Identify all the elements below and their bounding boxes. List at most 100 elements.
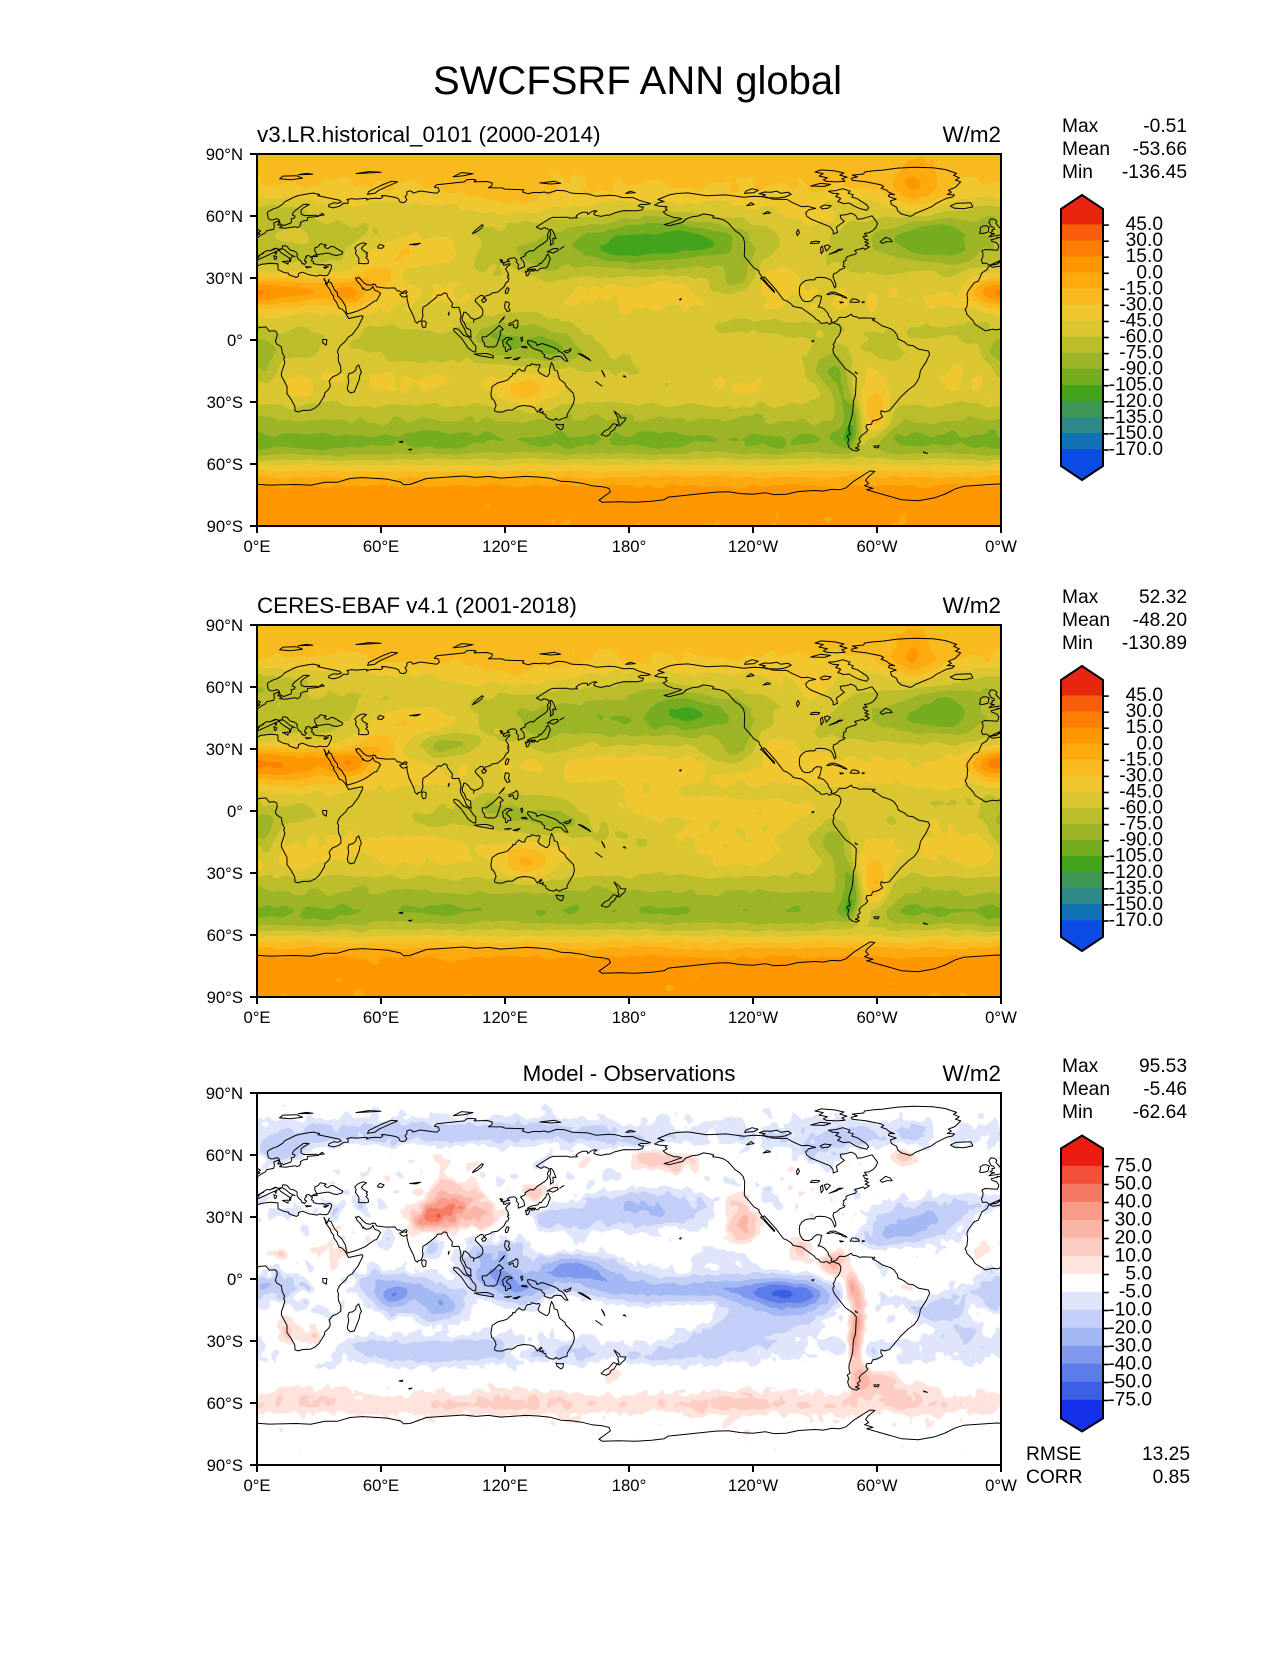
svg-text:30.0: 30.0 xyxy=(1115,1209,1152,1230)
svg-text:-75.0: -75.0 xyxy=(1119,343,1163,364)
svg-text:60°E: 60°E xyxy=(363,537,399,556)
svg-text:-105.0: -105.0 xyxy=(1109,846,1163,867)
svg-text:Mean: Mean xyxy=(1062,610,1110,631)
svg-text:-90.0: -90.0 xyxy=(1119,830,1163,851)
svg-text:60°W: 60°W xyxy=(857,1008,898,1027)
svg-text:-15.0: -15.0 xyxy=(1119,278,1163,299)
svg-text:75.0: 75.0 xyxy=(1115,1155,1152,1176)
svg-text:-130.89: -130.89 xyxy=(1122,633,1187,654)
svg-text:0°E: 0°E xyxy=(243,1476,270,1495)
svg-text:90°N: 90°N xyxy=(206,1084,243,1103)
svg-text:5.0: 5.0 xyxy=(1125,1263,1152,1284)
svg-text:-62.64: -62.64 xyxy=(1133,1102,1188,1123)
svg-text:90°N: 90°N xyxy=(206,145,243,164)
svg-text:30.0: 30.0 xyxy=(1126,230,1163,251)
svg-text:90°N: 90°N xyxy=(206,616,243,635)
svg-text:W/m2: W/m2 xyxy=(943,593,1001,618)
svg-text:W/m2: W/m2 xyxy=(943,122,1001,147)
svg-text:60°W: 60°W xyxy=(857,537,898,556)
svg-text:0.0: 0.0 xyxy=(1136,262,1163,283)
svg-text:Min: Min xyxy=(1062,162,1093,183)
svg-text:CERES-EBAF v4.1 (2001-2018): CERES-EBAF v4.1 (2001-2018) xyxy=(257,593,577,618)
svg-text:-75.0: -75.0 xyxy=(1108,1389,1152,1410)
svg-text:120°E: 120°E xyxy=(482,1476,528,1495)
svg-text:60°N: 60°N xyxy=(206,678,243,697)
svg-text:-10.0: -10.0 xyxy=(1108,1299,1152,1320)
svg-text:Mean: Mean xyxy=(1062,139,1110,160)
svg-text:-45.0: -45.0 xyxy=(1119,310,1163,331)
svg-text:180°: 180° xyxy=(612,1476,647,1495)
svg-text:v3.LR.historical_0101 (2000-20: v3.LR.historical_0101 (2000-2014) xyxy=(257,122,601,147)
svg-text:10.0: 10.0 xyxy=(1115,1245,1152,1266)
svg-text:120°E: 120°E xyxy=(482,537,528,556)
svg-text:-53.66: -53.66 xyxy=(1133,139,1187,160)
svg-text:45.0: 45.0 xyxy=(1126,214,1163,235)
svg-text:-136.45: -136.45 xyxy=(1122,162,1187,183)
svg-text:-45.0: -45.0 xyxy=(1119,781,1163,802)
svg-text:90°S: 90°S xyxy=(207,1456,243,1475)
svg-text:-135.0: -135.0 xyxy=(1109,878,1163,899)
svg-text:52.32: 52.32 xyxy=(1139,587,1187,608)
svg-text:-150.0: -150.0 xyxy=(1109,894,1163,915)
svg-text:-5.0: -5.0 xyxy=(1119,1281,1152,1302)
svg-text:-60.0: -60.0 xyxy=(1119,798,1163,819)
svg-text:30°S: 30°S xyxy=(207,393,243,412)
svg-text:Min: Min xyxy=(1062,633,1093,654)
svg-text:60°E: 60°E xyxy=(363,1476,399,1495)
svg-text:-30.0: -30.0 xyxy=(1119,294,1163,315)
svg-text:-120.0: -120.0 xyxy=(1109,391,1163,412)
svg-text:-40.0: -40.0 xyxy=(1108,1353,1152,1374)
svg-text:Max: Max xyxy=(1062,1056,1099,1077)
svg-text:Max: Max xyxy=(1062,587,1099,608)
svg-text:-30.0: -30.0 xyxy=(1119,765,1163,786)
svg-text:-5.46: -5.46 xyxy=(1143,1079,1187,1100)
svg-text:-50.0: -50.0 xyxy=(1108,1371,1152,1392)
svg-text:30°S: 30°S xyxy=(207,864,243,883)
svg-text:20.0: 20.0 xyxy=(1115,1227,1152,1248)
svg-text:0°W: 0°W xyxy=(985,1008,1017,1027)
svg-text:95.53: 95.53 xyxy=(1139,1056,1187,1077)
svg-text:60°N: 60°N xyxy=(206,1146,243,1165)
svg-text:-20.0: -20.0 xyxy=(1108,1317,1152,1338)
svg-text:0.85: 0.85 xyxy=(1153,1467,1190,1488)
svg-text:-170.0: -170.0 xyxy=(1109,439,1163,460)
svg-text:40.0: 40.0 xyxy=(1115,1191,1152,1212)
svg-text:-150.0: -150.0 xyxy=(1109,423,1163,444)
svg-text:50.0: 50.0 xyxy=(1115,1173,1152,1194)
svg-text:-0.51: -0.51 xyxy=(1143,116,1187,137)
svg-text:15.0: 15.0 xyxy=(1126,246,1163,267)
svg-text:-30.0: -30.0 xyxy=(1108,1335,1152,1356)
svg-text:-90.0: -90.0 xyxy=(1119,359,1163,380)
svg-text:-75.0: -75.0 xyxy=(1119,814,1163,835)
svg-text:90°S: 90°S xyxy=(207,517,243,536)
svg-text:180°: 180° xyxy=(612,1008,647,1027)
svg-text:0°: 0° xyxy=(227,1270,243,1289)
svg-text:0.0: 0.0 xyxy=(1136,733,1163,754)
svg-text:-170.0: -170.0 xyxy=(1109,910,1163,931)
svg-text:30.0: 30.0 xyxy=(1126,701,1163,722)
svg-text:0°W: 0°W xyxy=(985,1476,1017,1495)
svg-text:60°S: 60°S xyxy=(207,1394,243,1413)
svg-text:-135.0: -135.0 xyxy=(1109,407,1163,428)
svg-text:Min: Min xyxy=(1062,1102,1093,1123)
svg-text:30°N: 30°N xyxy=(206,1208,243,1227)
svg-text:60°S: 60°S xyxy=(207,926,243,945)
svg-text:0°E: 0°E xyxy=(243,537,270,556)
svg-text:Mean: Mean xyxy=(1062,1079,1110,1100)
svg-text:0°: 0° xyxy=(227,331,243,350)
svg-text:30°N: 30°N xyxy=(206,269,243,288)
svg-text:60°E: 60°E xyxy=(363,1008,399,1027)
svg-text:120°W: 120°W xyxy=(728,537,779,556)
svg-text:120°E: 120°E xyxy=(482,1008,528,1027)
svg-text:30°N: 30°N xyxy=(206,740,243,759)
svg-text:-48.20: -48.20 xyxy=(1133,610,1187,631)
svg-text:120°W: 120°W xyxy=(728,1476,779,1495)
svg-text:W/m2: W/m2 xyxy=(943,1061,1001,1086)
svg-text:60°W: 60°W xyxy=(857,1476,898,1495)
svg-text:120°W: 120°W xyxy=(728,1008,779,1027)
svg-text:Max: Max xyxy=(1062,116,1099,137)
svg-text:15.0: 15.0 xyxy=(1126,717,1163,738)
svg-text:13.25: 13.25 xyxy=(1142,1444,1190,1465)
svg-text:-105.0: -105.0 xyxy=(1109,375,1163,396)
svg-text:30°S: 30°S xyxy=(207,1332,243,1351)
